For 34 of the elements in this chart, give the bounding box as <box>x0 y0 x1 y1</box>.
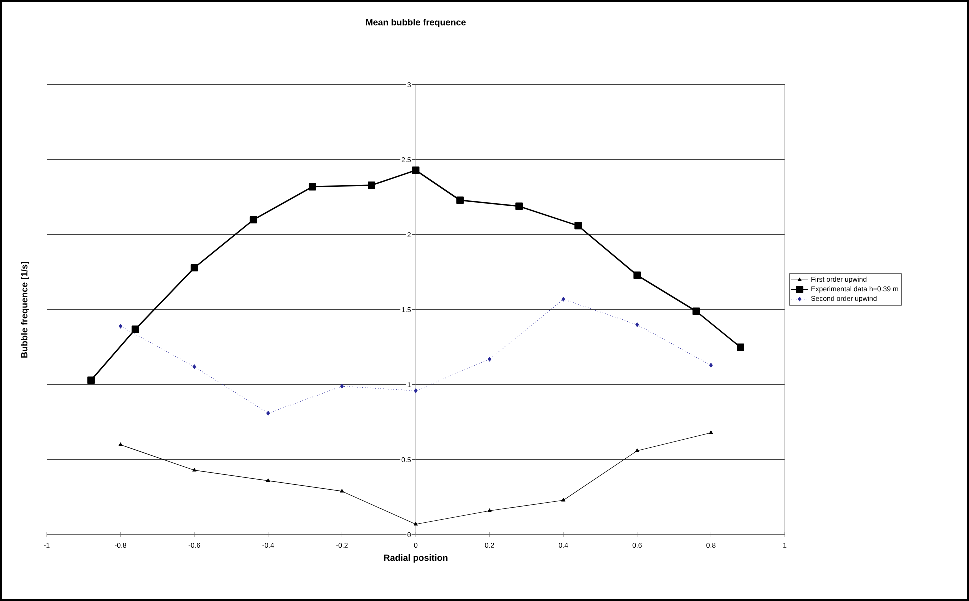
point <box>488 357 492 362</box>
point <box>118 442 123 446</box>
x-axis-title: Radial position <box>384 554 448 563</box>
point <box>190 264 198 272</box>
point <box>456 196 464 204</box>
point <box>634 272 642 280</box>
point <box>266 478 270 482</box>
point <box>574 222 582 230</box>
point <box>635 448 640 452</box>
point <box>340 384 344 389</box>
y-axis-title: Bubble frequence [1/s] <box>21 262 30 358</box>
chart-title: Mean bubble frequence <box>366 19 466 28</box>
point <box>636 322 640 328</box>
point <box>132 326 140 334</box>
point <box>709 430 714 434</box>
point <box>414 388 418 394</box>
point <box>250 216 258 224</box>
point <box>516 202 524 210</box>
point <box>368 182 376 190</box>
point <box>119 324 123 329</box>
point <box>414 522 418 526</box>
point <box>266 411 270 416</box>
point <box>692 308 700 316</box>
point <box>340 489 344 493</box>
point <box>88 376 95 384</box>
point <box>488 508 492 512</box>
point <box>562 297 566 302</box>
point <box>308 183 316 191</box>
point <box>192 364 196 370</box>
point <box>562 498 566 502</box>
point <box>737 344 744 352</box>
point <box>192 468 197 472</box>
point <box>412 166 420 174</box>
point <box>709 363 713 368</box>
